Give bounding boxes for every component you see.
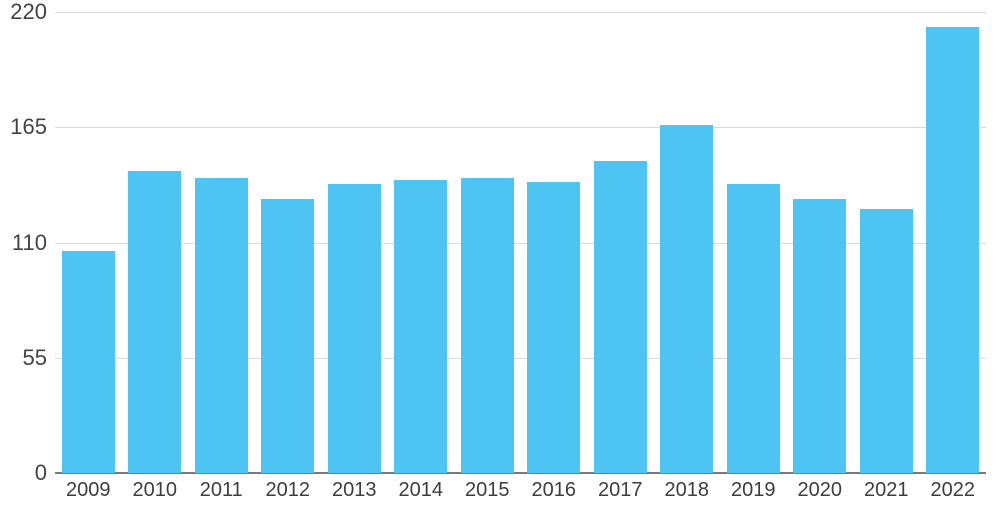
bar-slot xyxy=(654,12,721,473)
x-axis-label: 2009 xyxy=(55,479,122,502)
bar-slot xyxy=(188,12,255,473)
bar xyxy=(195,178,248,473)
x-axis-label: 2015 xyxy=(454,479,521,502)
bar-slot xyxy=(321,12,388,473)
y-axis-label: 0 xyxy=(35,460,47,486)
bar xyxy=(128,171,181,473)
bar xyxy=(527,182,580,473)
bar xyxy=(660,125,713,473)
x-axis-label: 2012 xyxy=(255,479,322,502)
bar xyxy=(261,199,314,474)
x-axis-label: 2014 xyxy=(388,479,455,502)
bar-slot xyxy=(55,12,122,473)
bar-slot xyxy=(454,12,521,473)
y-axis-label: 220 xyxy=(10,0,47,25)
y-axis-label: 55 xyxy=(23,345,47,371)
x-axis-label: 2022 xyxy=(920,479,987,502)
bar xyxy=(594,161,647,473)
y-axis-label: 110 xyxy=(12,230,47,256)
bar xyxy=(727,184,780,473)
bar xyxy=(793,199,846,474)
x-axis-label: 2010 xyxy=(122,479,189,502)
bar xyxy=(62,251,115,473)
bar-slot xyxy=(720,12,787,473)
bar-slot xyxy=(255,12,322,473)
bar xyxy=(461,178,514,473)
x-axis-label: 2020 xyxy=(787,479,854,502)
x-axis-label: 2013 xyxy=(321,479,388,502)
bar xyxy=(328,184,381,473)
bar xyxy=(860,209,913,473)
bar-slot xyxy=(787,12,854,473)
bar-slot xyxy=(920,12,987,473)
bar xyxy=(394,180,447,473)
bar-slot xyxy=(521,12,588,473)
bar xyxy=(926,27,979,473)
x-axis-label: 2018 xyxy=(654,479,721,502)
bars-container xyxy=(55,12,986,473)
y-axis-label: 165 xyxy=(10,114,47,140)
bar-slot xyxy=(122,12,189,473)
x-axis-labels: 2009201020112012201320142015201620172018… xyxy=(55,479,986,502)
x-axis-label: 2021 xyxy=(853,479,920,502)
x-axis-label: 2016 xyxy=(521,479,588,502)
bar-slot xyxy=(853,12,920,473)
x-axis-label: 2019 xyxy=(720,479,787,502)
bar-slot xyxy=(388,12,455,473)
bar-chart: 2009201020112012201320142015201620172018… xyxy=(0,0,1000,513)
bar-slot xyxy=(587,12,654,473)
plot-area xyxy=(55,12,986,473)
x-axis-label: 2017 xyxy=(587,479,654,502)
x-axis-label: 2011 xyxy=(188,479,255,502)
